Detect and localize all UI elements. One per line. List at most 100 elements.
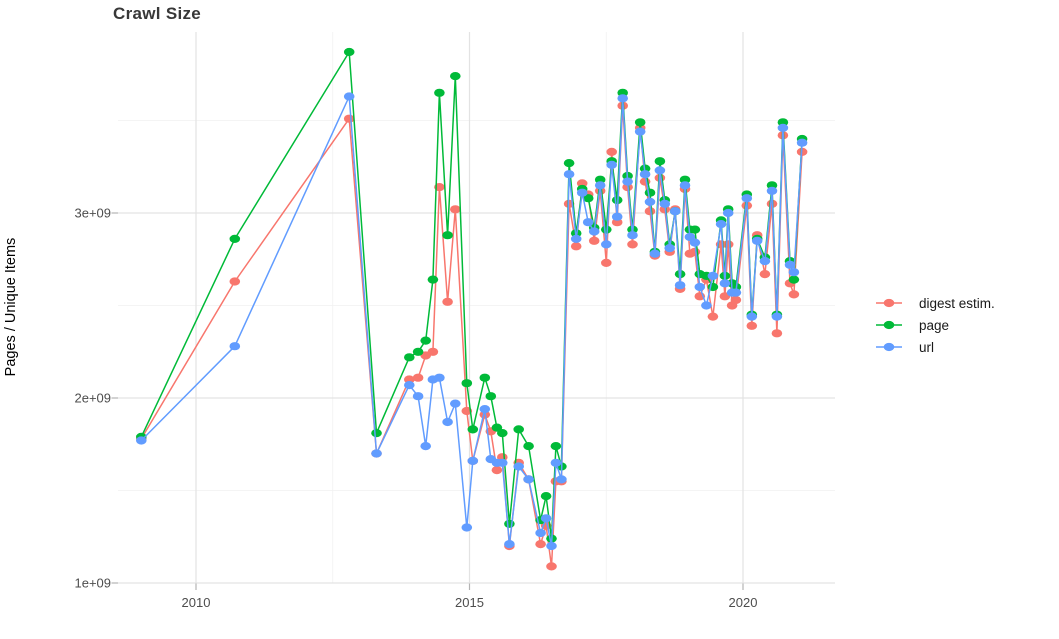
data-point-url [746, 312, 758, 321]
data-point-page [550, 442, 562, 451]
legend-label-digest-estim: digest estim. [919, 295, 995, 311]
data-point-digest-estim [601, 258, 612, 267]
data-point-page [450, 72, 461, 81]
data-point-digest-estim [535, 540, 546, 549]
data-point-page [485, 392, 497, 401]
data-point-url [796, 138, 808, 147]
data-point-digest-estim [606, 147, 617, 156]
data-point-page [229, 234, 241, 243]
data-point-url [694, 282, 706, 292]
data-point-page [404, 353, 415, 362]
data-point-url [229, 342, 241, 351]
data-point-digest-estim [442, 297, 453, 306]
data-point-url [412, 392, 424, 401]
data-point-url [535, 528, 546, 538]
data-point-url [576, 188, 588, 197]
data-point-url [343, 92, 355, 101]
data-point-url [546, 541, 557, 551]
data-point-url [679, 181, 691, 190]
data-point-digest-estim [450, 205, 461, 214]
series-url [136, 92, 808, 551]
data-point-page [371, 429, 382, 438]
data-point-url [611, 212, 623, 221]
y-axis-tick-label: 1e+09 [74, 576, 111, 591]
legend-label-page: page [919, 317, 950, 333]
data-point-url [450, 399, 461, 408]
data-point-url [766, 186, 778, 195]
data-point-url [601, 240, 612, 249]
series-line-url [140, 95, 803, 547]
data-point-digest-estim [427, 347, 439, 356]
data-point-digest-estim [343, 114, 355, 123]
legend-item-url: url [874, 336, 995, 358]
data-point-page [434, 88, 445, 97]
data-point-page [634, 118, 646, 127]
data-point-url [434, 373, 445, 382]
data-point-page [461, 379, 473, 388]
data-point-url [582, 218, 594, 227]
chart-title: Crawl Size [113, 4, 202, 23]
data-point-url [556, 475, 567, 484]
data-point-page [654, 157, 666, 166]
data-point-page [540, 492, 552, 501]
legend-item-digest-estim: digest estim. [874, 292, 995, 314]
legend-key-url-icon [876, 342, 902, 352]
data-point-url [674, 281, 686, 290]
data-point-url [664, 244, 675, 253]
series-line-digest-estim [140, 104, 803, 568]
data-point-page [343, 47, 355, 57]
data-point-url [730, 288, 742, 297]
data-point-url [659, 199, 671, 208]
data-point-digest-estim [412, 373, 424, 382]
data-point-page [412, 347, 424, 356]
data-point-url [570, 234, 582, 243]
data-point-url [479, 405, 491, 414]
data-point-page [427, 275, 439, 284]
data-point-digest-estim [627, 240, 638, 249]
data-point-page [582, 194, 594, 203]
data-point-digest-estim [759, 270, 771, 279]
data-point-page [497, 429, 508, 438]
data-point-page [513, 425, 524, 434]
data-point-url [741, 194, 753, 203]
data-point-url [759, 257, 771, 266]
data-point-page [467, 425, 479, 434]
data-point-url [627, 231, 638, 240]
data-point-digest-estim [788, 290, 800, 299]
data-point-page [420, 336, 432, 345]
data-point-digest-estim [771, 329, 783, 338]
data-point-digest-estim [644, 207, 656, 216]
data-point-digest-estim [491, 466, 503, 475]
data-point-url [788, 268, 800, 277]
data-point-url [540, 514, 552, 523]
data-point-url [606, 160, 617, 169]
data-point-url [722, 208, 734, 218]
x-axis-tick-label: 2020 [729, 595, 758, 610]
legend: digest estim. page url [874, 292, 995, 358]
data-point-url [751, 236, 763, 245]
data-point-url [371, 449, 382, 458]
data-point-page [442, 231, 453, 240]
series-digest-estim [136, 101, 808, 571]
data-point-url [654, 166, 666, 175]
data-point-url [563, 170, 575, 179]
data-point-url [497, 458, 508, 467]
data-point-page [479, 373, 491, 382]
data-point-digest-estim [546, 562, 557, 571]
data-point-url [550, 458, 562, 467]
data-point-url [669, 207, 681, 216]
data-point-url [136, 436, 147, 445]
data-point-page [644, 188, 656, 197]
data-point-url [467, 456, 479, 465]
data-point-digest-estim [588, 236, 600, 245]
data-point-page [523, 442, 534, 451]
data-point-digest-estim [722, 240, 734, 249]
data-point-url [504, 540, 515, 549]
data-point-url [707, 271, 719, 280]
data-point-url [715, 220, 727, 229]
data-point-digest-estim [746, 321, 758, 330]
data-point-url [513, 462, 524, 471]
data-point-url [771, 312, 783, 321]
